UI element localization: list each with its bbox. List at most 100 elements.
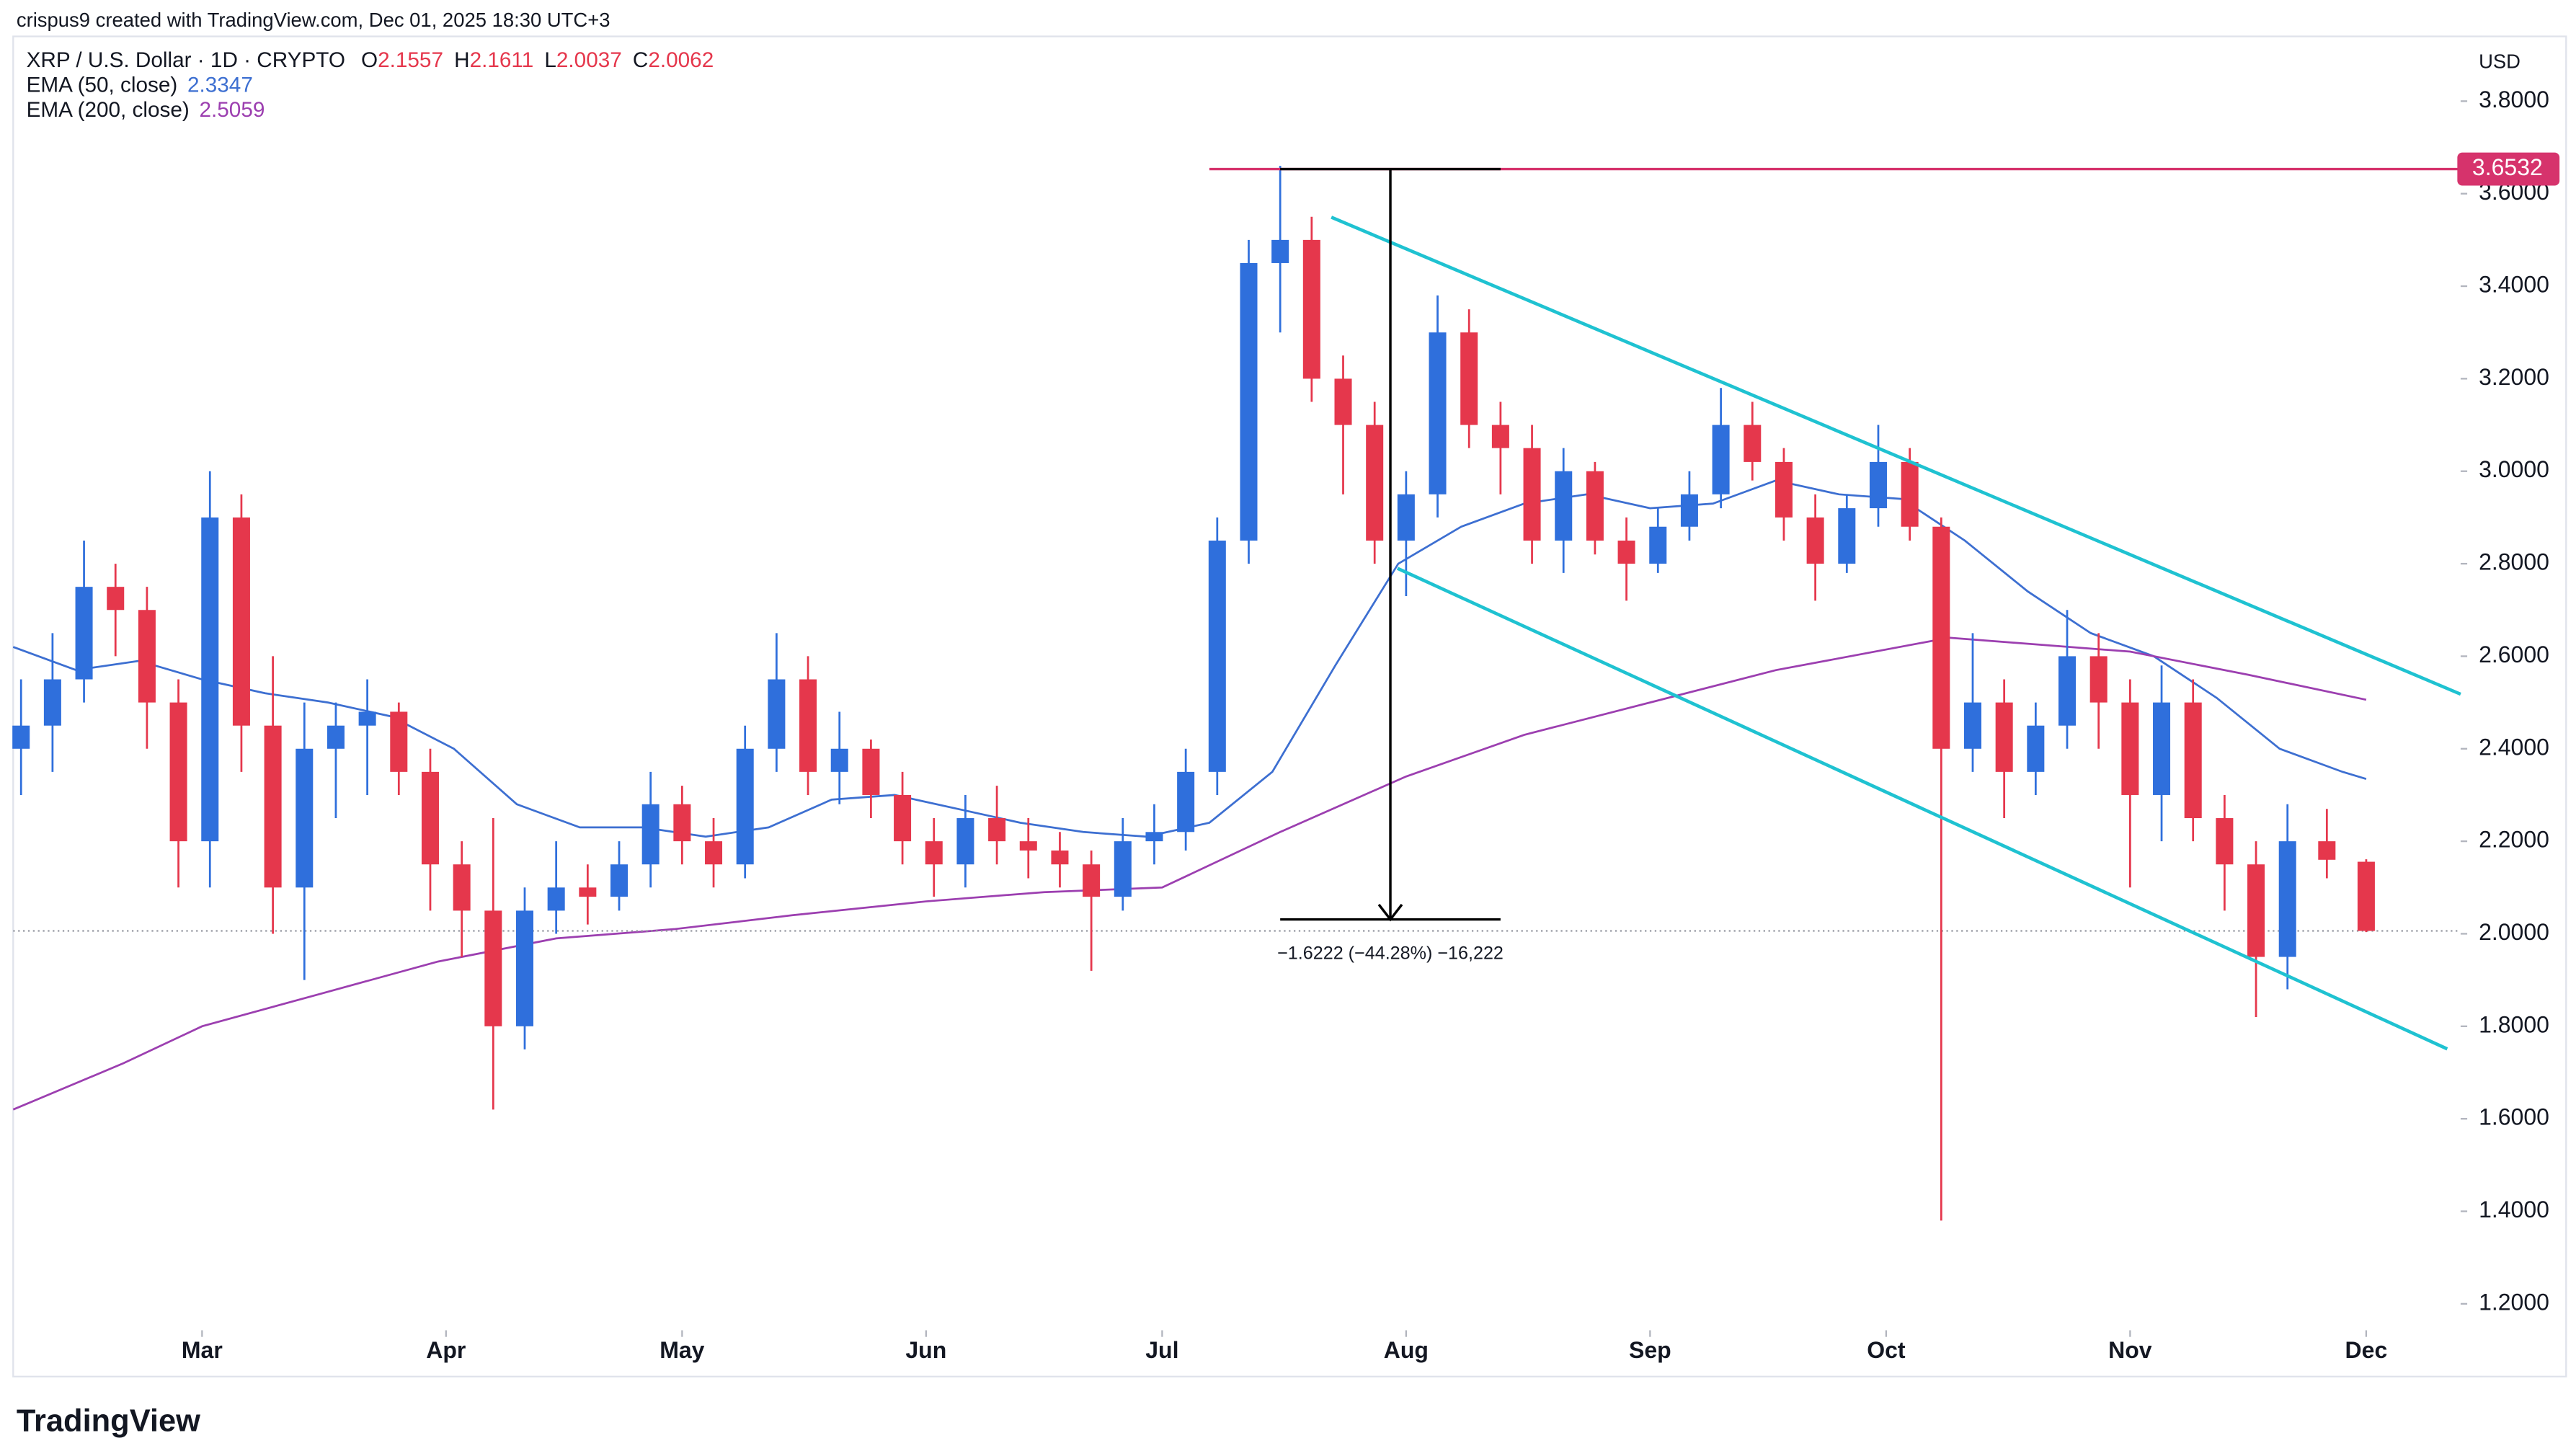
candle-body — [799, 679, 817, 772]
candle-body — [2216, 818, 2234, 865]
candle-body — [1617, 540, 1635, 564]
candle-body — [925, 841, 943, 865]
ohlc-label: C — [633, 48, 648, 72]
y-tick-label: 1.6000 — [2479, 1104, 2549, 1130]
symbol: XRP / U.S. Dollar · 1D · CRYPTO — [27, 48, 345, 72]
candle-body — [610, 864, 629, 897]
x-tick-label: Jul — [1145, 1337, 1178, 1363]
candle-body — [1932, 526, 1950, 749]
price-label-bg — [2457, 152, 2560, 186]
legend-label: EMA (50, close) — [27, 73, 178, 97]
candle-body — [43, 679, 61, 726]
credit: crispus9 created with TradingView.com, D… — [17, 9, 610, 31]
logo-text: TradingView — [17, 1404, 200, 1439]
ohlc-value: 2.1611 — [470, 48, 534, 72]
price-label: 3.6532 — [2472, 154, 2543, 180]
candle-body — [1145, 832, 1163, 842]
legend-value: 2.3347 — [187, 73, 253, 97]
y-tick-label: 2.8000 — [2479, 549, 2549, 575]
candle-body — [1491, 425, 1509, 448]
channel-line — [1331, 216, 2461, 696]
legend-value: 2.5059 — [200, 98, 265, 122]
candle-body — [1114, 841, 1132, 897]
candle-body — [1334, 378, 1352, 425]
y-tick-label: 2.2000 — [2479, 827, 2549, 853]
y-tick-label: 2.0000 — [2479, 919, 2549, 945]
candle-body — [1995, 702, 2013, 772]
legend-label: EMA (200, close) — [27, 98, 190, 122]
candle-body — [2121, 702, 2139, 795]
candle-body — [956, 818, 974, 865]
candle-body — [1649, 526, 1667, 564]
y-tick-label: 1.2000 — [2479, 1289, 2549, 1315]
logo: TradingView — [17, 1404, 200, 1439]
candle-body — [1806, 517, 1824, 564]
y-tick-label: 1.8000 — [2479, 1011, 2549, 1037]
candle-body — [484, 910, 502, 1026]
y-tick-label: 3.8000 — [2479, 86, 2549, 112]
currency: USD — [2479, 50, 2521, 72]
candle-body — [768, 679, 786, 749]
candle-body — [107, 587, 125, 611]
legend-ema: EMA (50, close) 2.3347 — [27, 73, 253, 97]
candle-body — [1523, 448, 1541, 541]
x-tick-label: Aug — [1384, 1337, 1429, 1363]
x-tick-label: May — [659, 1337, 704, 1363]
candle-body — [2318, 841, 2336, 860]
x-tick-label: Oct — [1867, 1337, 1906, 1363]
x-tick-label: Mar — [182, 1337, 223, 1363]
candle-body — [1680, 494, 1698, 527]
candle-body — [1429, 332, 1447, 494]
candle-body — [358, 711, 376, 726]
x-tick-label: Apr — [426, 1337, 466, 1363]
candle-body — [1240, 262, 1258, 541]
candle-body — [736, 748, 754, 865]
candle-body — [201, 517, 219, 842]
channel-line — [1396, 567, 2448, 1051]
candle-body — [2357, 861, 2375, 931]
measure-label: −1.6222 (−44.28%) −16,222 — [1277, 943, 1504, 963]
y-tick-label: 3.2000 — [2479, 364, 2549, 390]
y-tick-label: 3.0000 — [2479, 456, 2549, 482]
legend-main: XRP / U.S. Dollar · 1D · CRYPTO O2.1557 … — [27, 48, 714, 72]
candle-body — [705, 841, 723, 865]
candle-body — [2247, 864, 2265, 957]
candle-body — [1555, 471, 1573, 541]
ema-line — [12, 636, 2367, 1111]
candle-body — [138, 610, 156, 703]
candle-body — [1302, 239, 1320, 379]
candle-body — [1901, 461, 1919, 527]
ohlc-label: H — [454, 48, 469, 72]
candle-body — [1838, 508, 1856, 564]
candle-body — [1208, 540, 1226, 772]
y-tick-label: 3.4000 — [2479, 271, 2549, 297]
x-tick-label: Dec — [2345, 1337, 2388, 1363]
candle-body — [1712, 425, 1730, 494]
x-tick-label: Nov — [2108, 1337, 2152, 1363]
candle-body — [1460, 332, 1478, 425]
candle-body — [1366, 425, 1384, 541]
ohlc-value: 2.0062 — [648, 48, 714, 72]
candle-body — [1775, 461, 1793, 518]
ohlc-label: O — [361, 48, 378, 72]
candle-body — [232, 517, 250, 726]
x-tick-label: Jun — [905, 1337, 946, 1363]
candle-body — [75, 587, 93, 680]
candle-body — [1744, 425, 1762, 462]
ohlc-label: L — [544, 48, 556, 72]
candle-body — [2027, 725, 2045, 772]
candle-body — [2278, 841, 2296, 957]
candle-body — [2058, 656, 2077, 726]
candle-body — [1083, 864, 1101, 897]
candle-body — [421, 771, 439, 865]
y-tick-label: 2.6000 — [2479, 642, 2549, 667]
candle-body — [1869, 461, 1887, 509]
candle-body — [264, 725, 282, 888]
candle-body — [1051, 850, 1069, 865]
candle-body — [12, 725, 30, 749]
ohlc-value: 2.1557 — [378, 48, 443, 72]
ema-line — [12, 479, 2367, 838]
candle-body — [1586, 471, 1604, 541]
